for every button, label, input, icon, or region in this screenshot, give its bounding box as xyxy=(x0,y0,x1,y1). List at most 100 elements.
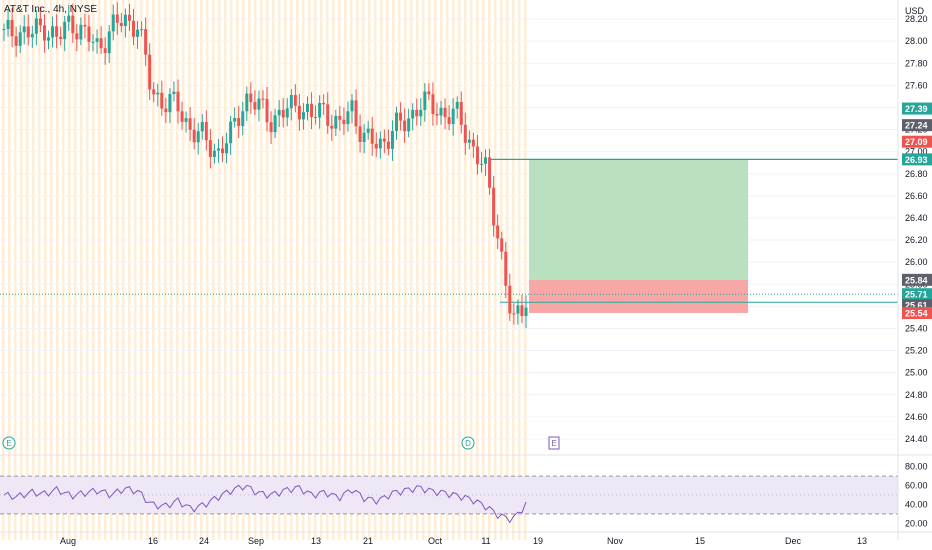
candle-body xyxy=(386,141,390,149)
session-stripe xyxy=(182,0,185,540)
candle-body xyxy=(249,93,253,103)
candle-body xyxy=(67,15,71,22)
price-axis[interactable]: USD28.2028.0027.8027.6027.4027.2027.0026… xyxy=(897,0,932,540)
price-tick-label: 26.80 xyxy=(905,169,928,179)
price-tag-label: 27.39 xyxy=(905,104,928,114)
price-tag xyxy=(902,119,932,132)
session-stripe xyxy=(152,0,155,540)
session-stripe xyxy=(416,0,419,540)
candle-body xyxy=(484,157,488,164)
price-tag-label: 25.61 xyxy=(905,301,928,311)
candle-body xyxy=(212,150,216,157)
candle-body xyxy=(382,138,386,142)
candle-body xyxy=(261,98,265,100)
session-stripe xyxy=(206,0,209,540)
price-tick-label: 24.40 xyxy=(905,434,928,444)
candle-body xyxy=(200,122,204,132)
candle-body xyxy=(156,92,160,95)
session-stripe xyxy=(32,0,35,540)
rsi-line xyxy=(3,484,527,524)
candle-body xyxy=(63,21,67,40)
price-tick-label: 26.60 xyxy=(905,191,928,201)
candle-body xyxy=(196,131,200,143)
session-stripe xyxy=(236,0,239,540)
candle-body xyxy=(411,109,415,119)
candle-body xyxy=(2,28,6,30)
candle-body xyxy=(30,33,34,38)
candle-body xyxy=(38,18,42,26)
session-stripe xyxy=(452,0,455,540)
session-stripe xyxy=(170,0,173,540)
candle-body xyxy=(524,307,528,317)
candle-body xyxy=(75,33,79,40)
price-tag-label: 25.54 xyxy=(905,308,928,318)
candle-body xyxy=(241,111,245,127)
candle-body xyxy=(233,118,237,122)
price-tick-label: 26.00 xyxy=(905,257,928,267)
price-tick-label: 25.40 xyxy=(905,323,928,333)
candle-body xyxy=(225,143,229,154)
session-stripe xyxy=(326,0,329,540)
price-tick-label: 24.80 xyxy=(905,390,928,400)
time-tick-label: 19 xyxy=(533,536,543,546)
candle-body xyxy=(192,129,196,143)
candle-body xyxy=(172,91,176,94)
session-stripe xyxy=(188,0,191,540)
session-stripe xyxy=(476,0,479,540)
candle-body xyxy=(253,102,257,110)
session-stripe xyxy=(410,0,413,540)
session-stripe xyxy=(290,0,293,540)
candle-body xyxy=(374,143,378,149)
candle-body xyxy=(18,32,22,46)
session-stripe xyxy=(242,0,245,540)
session-stripe xyxy=(134,0,137,540)
candle-body xyxy=(431,94,435,115)
candle-body xyxy=(423,91,427,110)
candle-body xyxy=(459,101,463,125)
session-stripe xyxy=(296,0,299,540)
candle-body xyxy=(370,128,374,144)
position-tool[interactable] xyxy=(0,158,898,313)
candle-body xyxy=(342,119,346,125)
session-stripe xyxy=(374,0,377,540)
session-stripe xyxy=(494,0,497,540)
event-marker-dividend xyxy=(461,436,475,450)
candle-body xyxy=(322,102,326,105)
candle-body xyxy=(115,14,119,23)
price-tick-label: 25.20 xyxy=(905,346,928,356)
candle-body xyxy=(354,100,358,127)
candle-body xyxy=(237,118,241,127)
candle-body xyxy=(390,130,394,149)
session-stripe xyxy=(230,0,233,540)
candle-body xyxy=(59,36,63,40)
candle-body xyxy=(148,54,152,90)
session-stripe xyxy=(272,0,275,540)
candle-body xyxy=(346,111,350,125)
candle-body xyxy=(176,91,180,112)
session-stripe xyxy=(344,0,347,540)
candle-body xyxy=(326,104,330,126)
candle-body xyxy=(229,121,233,144)
candle-body xyxy=(188,118,192,130)
session-stripe xyxy=(110,0,113,540)
session-stripe xyxy=(122,0,125,540)
candle-body xyxy=(26,26,30,38)
time-tick-label: 15 xyxy=(695,536,705,546)
candle-body xyxy=(6,19,10,29)
session-stripe xyxy=(140,0,143,540)
symbol-title: AT&T Inc., 4h, NYSE xyxy=(4,4,97,15)
rsi-tick-label: 20.00 xyxy=(905,518,928,528)
candle-body xyxy=(281,109,285,118)
candle-body xyxy=(500,238,504,252)
session-stripe xyxy=(56,0,59,540)
time-tick-label: Aug xyxy=(60,536,76,546)
session-stripe xyxy=(470,0,473,540)
candle-body xyxy=(447,117,451,125)
time-axis[interactable]: Aug 16 24 Sep 13 21 Oct 11 19 Nov 15 Dec 13 xyxy=(0,531,932,546)
time-tick-label: 11 xyxy=(481,536,490,546)
candle-body xyxy=(366,128,370,133)
session-stripe xyxy=(422,0,425,540)
price-tick-label: 26.40 xyxy=(905,213,928,223)
